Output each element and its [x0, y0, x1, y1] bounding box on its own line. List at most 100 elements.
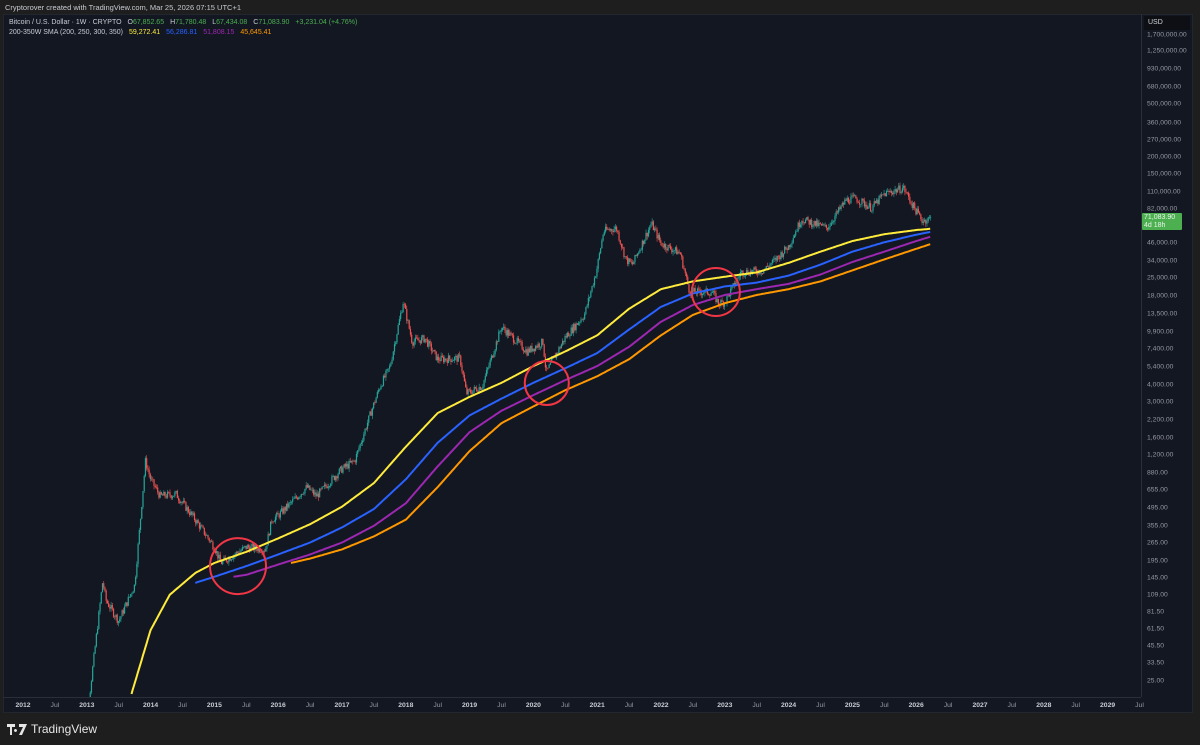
candle: [287, 503, 289, 508]
candle: [133, 584, 136, 592]
candle: [899, 185, 901, 193]
candle: [158, 492, 160, 498]
sma250-value: 56,286.81: [166, 29, 198, 36]
candle: [238, 552, 240, 554]
candle: [504, 326, 506, 331]
candle: [607, 229, 609, 230]
indicator-legend-row[interactable]: 200-350W SMA (200, 250, 300, 350) 59,272…: [9, 28, 361, 38]
candle: [165, 496, 167, 498]
candle: [845, 199, 847, 201]
candle: [569, 335, 571, 337]
candle: [303, 493, 305, 495]
candle: [203, 527, 205, 535]
candle: [813, 220, 815, 226]
symbol-legend-row[interactable]: Bitcoin / U.S. Dollar · 1W · CRYPTO O67,…: [9, 18, 361, 28]
open-label: O: [127, 19, 133, 26]
candle: [163, 491, 165, 496]
candle: [230, 559, 232, 561]
candle: [404, 304, 407, 309]
chart-panel[interactable]: [3, 14, 1193, 713]
highlight-circle: [523, 359, 570, 406]
candle: [846, 197, 848, 201]
candle: [517, 338, 520, 342]
candle: [423, 335, 425, 343]
candle: [765, 265, 767, 269]
candle: [294, 496, 296, 499]
candle: [485, 370, 488, 376]
candle: [914, 202, 916, 209]
candle: [354, 460, 356, 463]
indicator-name[interactable]: 200-350W SMA (200, 250, 300, 350): [9, 29, 124, 36]
candle: [415, 337, 418, 339]
price-tick: 4,000.00: [1147, 381, 1174, 389]
candle: [442, 357, 445, 362]
candle: [247, 545, 250, 548]
candle: [928, 217, 931, 218]
candle: [614, 226, 616, 229]
candle: [101, 583, 104, 593]
price-tick: 145.00: [1147, 574, 1168, 582]
candle: [774, 257, 776, 260]
candle: [884, 193, 886, 197]
candle: [663, 243, 666, 248]
candle: [737, 277, 739, 279]
candle: [552, 357, 554, 359]
candle: [461, 365, 463, 372]
candle: [506, 330, 508, 336]
candle: [677, 251, 679, 255]
candle: [495, 341, 497, 350]
candle: [723, 303, 726, 307]
candle: [411, 334, 413, 343]
candle: [243, 546, 245, 548]
candle: [860, 204, 862, 205]
price-tick: 46,000.00: [1147, 239, 1178, 247]
candle: [628, 258, 630, 265]
candle: [117, 621, 120, 623]
currency-button[interactable]: USD: [1144, 16, 1190, 30]
candle: [630, 261, 632, 263]
candle: [472, 390, 474, 394]
price-tick: 200,000.00: [1147, 153, 1182, 161]
candle: [667, 244, 669, 251]
candle: [371, 408, 374, 416]
candle: [839, 207, 841, 209]
candle: [186, 507, 188, 511]
candle: [831, 222, 834, 223]
price-axis[interactable]: [1141, 14, 1194, 697]
candle: [807, 217, 809, 220]
time-tick: 2017: [334, 702, 350, 709]
symbol-name[interactable]: Bitcoin / U.S. Dollar · 1W · CRYPTO: [9, 19, 122, 26]
time-tick: 2026: [908, 702, 924, 709]
candle: [490, 355, 493, 360]
candle: [750, 270, 753, 273]
candle: [175, 490, 177, 493]
candle: [195, 520, 197, 524]
time-axis[interactable]: [3, 697, 1141, 714]
candle: [319, 488, 321, 498]
candle: [414, 337, 416, 342]
candle: [386, 369, 388, 371]
candle: [847, 197, 850, 203]
candle: [82, 725, 83, 726]
candle: [852, 195, 854, 197]
candle: [447, 355, 450, 363]
candle: [741, 270, 743, 272]
candle: [685, 273, 688, 277]
candle: [239, 551, 241, 554]
candle: [123, 606, 126, 614]
sma-300-line: [233, 235, 931, 578]
candle: [169, 492, 171, 496]
time-tick: 2023: [717, 702, 733, 709]
candle: [770, 263, 772, 265]
candle: [98, 611, 100, 629]
candle: [244, 545, 246, 547]
candle: [681, 254, 683, 257]
price-tick: 33.50: [1147, 659, 1165, 667]
candle: [634, 254, 636, 262]
time-tick: Jul: [688, 702, 698, 709]
candle: [440, 355, 442, 362]
candle: [889, 191, 891, 193]
candle: [726, 295, 728, 304]
candle: [166, 491, 169, 498]
